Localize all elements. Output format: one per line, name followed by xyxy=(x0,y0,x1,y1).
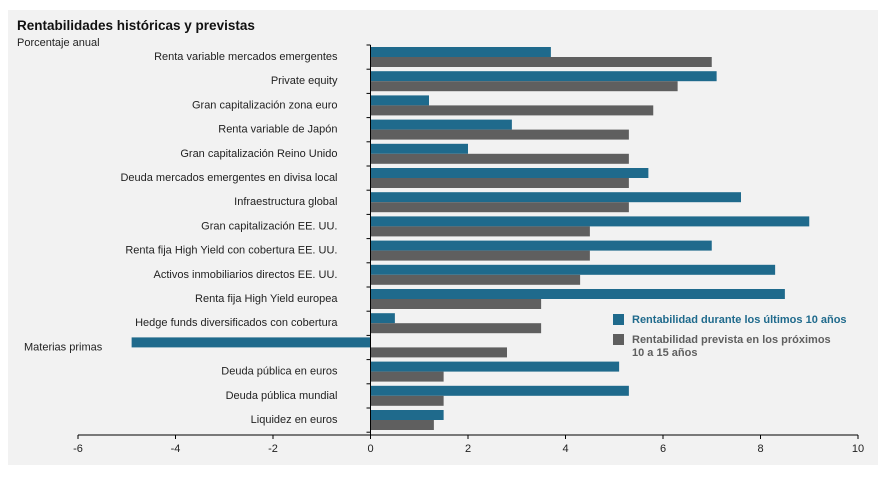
bar-historical-10 xyxy=(370,289,785,299)
bar-forecast-10 xyxy=(370,299,542,309)
category-label-11: Hedge funds diversificados con cobertura xyxy=(135,317,338,329)
category-label-2: Gran capitalización zona euro xyxy=(192,99,338,111)
legend-label-1-1: 10 a 15 años xyxy=(632,347,697,359)
legend: Rentabilidad durante los últimos 10 años… xyxy=(613,314,847,359)
category-label-13: Deuda pública en euros xyxy=(221,366,338,378)
bar-historical-1 xyxy=(370,71,717,82)
bar-historical-13 xyxy=(370,361,620,372)
category-label-6: Infraestructura global xyxy=(234,196,337,208)
bar-forecast-5 xyxy=(370,178,629,188)
bar-historical-12 xyxy=(131,337,371,348)
x-tick-label-1: -4 xyxy=(171,443,181,455)
bar-forecast-9 xyxy=(370,274,581,285)
bars-group xyxy=(131,47,810,430)
bar-historical-9 xyxy=(370,264,776,275)
category-label-4: Gran capitalización Reino Unido xyxy=(180,148,337,160)
category-label-12: Materias primas xyxy=(24,341,103,353)
chart-title: Rentabilidades históricas y previstas xyxy=(17,18,255,33)
bar-forecast-0 xyxy=(370,57,712,67)
bar-historical-15 xyxy=(370,410,444,420)
category-labels: Renta variable mercados emergentes Privat… xyxy=(24,51,338,426)
legend-swatch-0 xyxy=(613,314,624,325)
x-axis: -6 -4 -2 0 2 4 6 8 10 xyxy=(73,44,864,455)
x-tick-label-0: -6 xyxy=(73,443,83,455)
bar-forecast-8 xyxy=(370,250,590,261)
x-tick-label-8: 10 xyxy=(852,443,864,455)
legend-label-1-0: Rentabilidad prevista en los próximos xyxy=(632,334,831,346)
x-tick-label-2: -2 xyxy=(268,443,278,455)
bar-historical-14 xyxy=(370,385,629,396)
category-label-15: Liquidez en euros xyxy=(251,414,338,426)
x-tick-label-7: 8 xyxy=(757,443,763,455)
category-label-5: Deuda mercados emergentes en divisa loca… xyxy=(120,172,337,184)
bar-historical-5 xyxy=(370,168,649,178)
category-label-9: Activos inmobiliarios directos EE. UU. xyxy=(153,269,337,281)
bar-forecast-12 xyxy=(370,347,507,358)
bar-forecast-7 xyxy=(370,226,590,237)
bar-forecast-6 xyxy=(370,202,629,213)
bar-chart: Rentabilidades históricas y previstas Po… xyxy=(17,18,864,455)
chart-panel: Rentabilidades históricas y previstas Po… xyxy=(8,10,878,465)
bar-forecast-1 xyxy=(370,81,678,92)
bar-forecast-11 xyxy=(370,323,542,334)
bar-historical-3 xyxy=(370,119,512,130)
category-label-7: Gran capitalización EE. UU. xyxy=(201,220,337,232)
category-label-14: Deuda pública mundial xyxy=(226,390,338,402)
category-label-8: Renta fija High Yield con cobertura EE. … xyxy=(125,245,337,257)
bar-forecast-14 xyxy=(370,395,444,406)
x-tick-label-5: 4 xyxy=(562,443,568,455)
category-label-10: Renta fija High Yield europea xyxy=(195,293,338,305)
bar-historical-2 xyxy=(370,95,429,106)
bar-forecast-2 xyxy=(370,105,654,116)
category-label-3: Renta variable de Japón xyxy=(218,124,337,136)
bar-historical-11 xyxy=(370,313,395,324)
bar-historical-4 xyxy=(370,143,468,154)
legend-swatch-1 xyxy=(613,334,624,345)
bar-forecast-15 xyxy=(370,420,434,430)
bar-historical-8 xyxy=(370,240,712,251)
bar-forecast-4 xyxy=(370,153,629,164)
category-label-0: Renta variable mercados emergentes xyxy=(154,51,338,63)
bar-historical-7 xyxy=(370,216,810,227)
legend-label-0-0: Rentabilidad durante los últimos 10 años xyxy=(632,314,847,326)
bar-historical-6 xyxy=(370,192,741,203)
bar-historical-0 xyxy=(370,47,551,57)
x-tick-label-3: 0 xyxy=(367,443,373,455)
x-tick-label-6: 6 xyxy=(660,443,666,455)
bar-forecast-3 xyxy=(370,129,629,140)
category-label-1: Private equity xyxy=(271,75,338,87)
bar-forecast-13 xyxy=(370,371,444,382)
x-tick-label-4: 2 xyxy=(465,443,471,455)
chart-subtitle: Porcentaje anual xyxy=(17,37,100,49)
